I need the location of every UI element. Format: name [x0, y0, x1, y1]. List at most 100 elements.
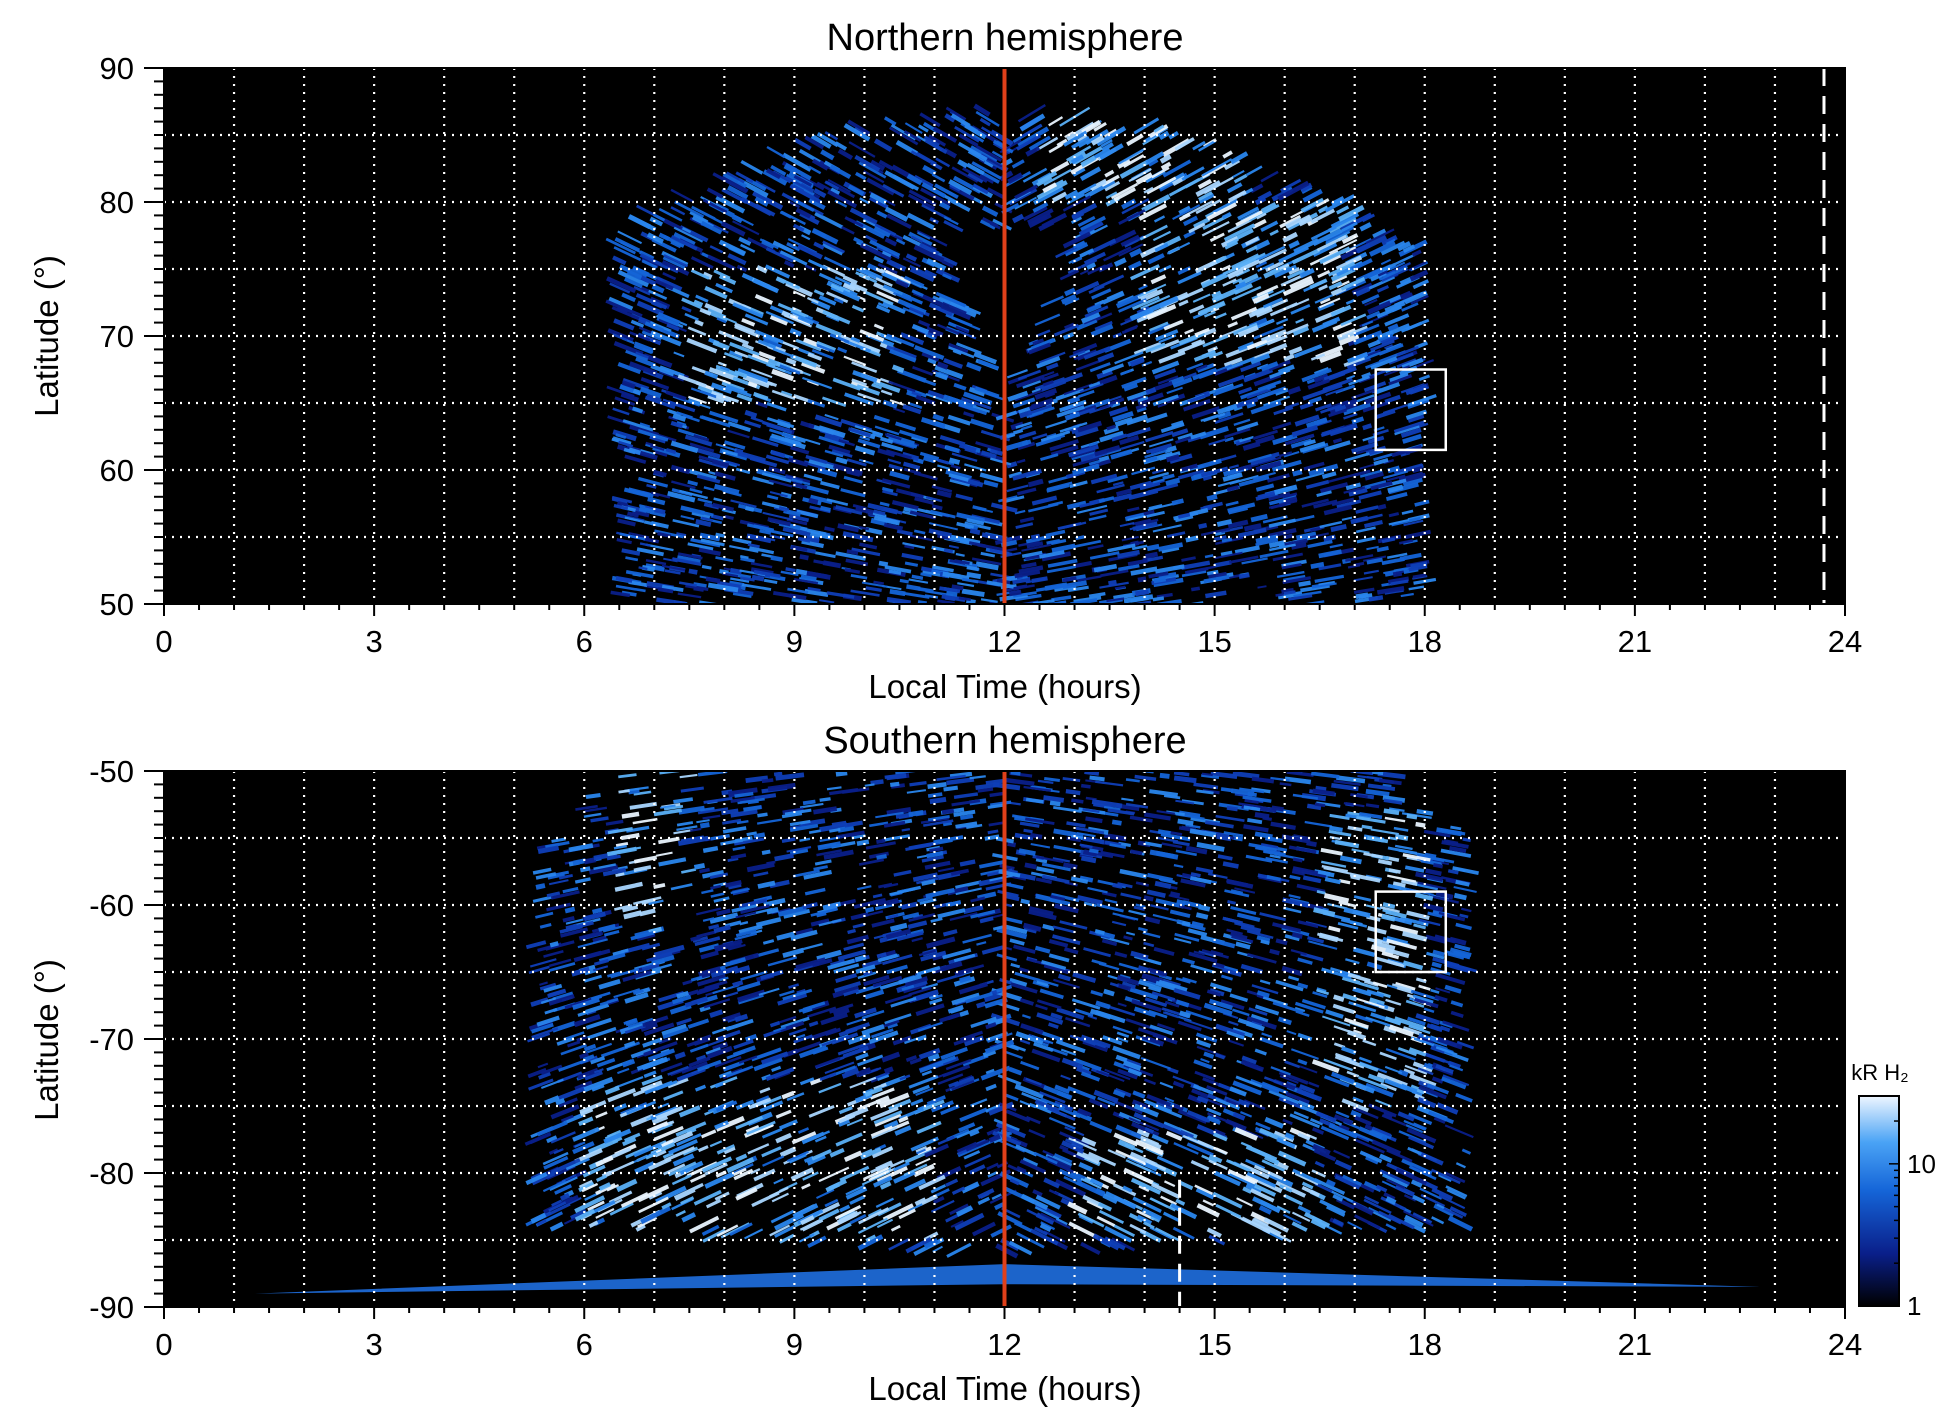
emission-streak [1372, 981, 1388, 989]
emission-streak [848, 141, 876, 158]
emission-streak [587, 1200, 605, 1212]
emission-streak [1411, 249, 1422, 257]
emission-streak [1255, 434, 1275, 445]
emission-streak [1391, 916, 1413, 925]
emission-streak [1094, 320, 1113, 331]
emission-streak [1346, 374, 1356, 380]
emission-streak [785, 567, 796, 573]
emission-streak [833, 1007, 850, 1017]
emission-streak [854, 154, 881, 172]
emission-streak [1039, 550, 1065, 559]
emission-streak [1160, 878, 1178, 885]
emission-streak [1121, 981, 1136, 990]
emission-streak [987, 803, 1004, 809]
emission-streak [1367, 300, 1392, 315]
emission-streak [583, 1043, 597, 1052]
emission-streak [696, 987, 712, 996]
emission-streak [964, 521, 991, 531]
emission-streak [894, 1125, 912, 1136]
emission-streak [1397, 1046, 1417, 1057]
emission-streak [945, 106, 967, 121]
emission-streak [1116, 1036, 1129, 1043]
emission-streak [1008, 589, 1022, 597]
emission-streak [1152, 1104, 1183, 1119]
emission-streak [1023, 922, 1042, 932]
emission-streak [880, 389, 893, 396]
emission-streak [876, 246, 900, 260]
emission-streak [952, 349, 962, 356]
emission-streak [1193, 350, 1217, 362]
emission-streak [949, 534, 981, 545]
emission-streak [898, 1107, 925, 1121]
emission-streak [930, 1199, 955, 1213]
emission-streak [1364, 299, 1378, 307]
emission-streak [869, 1087, 895, 1100]
emission-streak [851, 547, 881, 557]
emission-streak [676, 990, 690, 999]
emission-streak [611, 306, 640, 321]
emission-streak [867, 1208, 883, 1218]
emission-streak [1418, 1085, 1447, 1100]
emission-streak [918, 1174, 946, 1191]
emission-streak [865, 1234, 877, 1243]
emission-streak [941, 260, 955, 269]
emission-streak [838, 333, 864, 348]
emission-streak [766, 416, 795, 429]
emission-streak [932, 126, 958, 143]
emission-streak [1072, 971, 1097, 983]
emission-streak [715, 556, 734, 563]
emission-streak [888, 380, 916, 393]
emission-streak [1284, 1060, 1301, 1069]
emission-streak [816, 343, 835, 354]
emission-streak [700, 220, 723, 235]
emission-streak [1282, 576, 1312, 585]
emission-streak [735, 171, 754, 184]
emission-streak [1089, 1120, 1113, 1134]
emission-streak [1135, 589, 1149, 597]
emission-streak [927, 1053, 940, 1062]
emission-streak [1125, 1159, 1152, 1173]
emission-streak [1301, 1185, 1320, 1198]
emission-streak [1237, 206, 1260, 221]
emission-streak [1208, 438, 1227, 446]
emission-streak [1355, 235, 1388, 254]
emission-streak [798, 148, 825, 166]
emission-streak [1025, 797, 1044, 804]
emission-streak [731, 214, 743, 224]
emission-streak [613, 844, 627, 850]
emission-streak [1434, 994, 1448, 1003]
emission-streak [1254, 195, 1267, 206]
emission-streak [766, 423, 793, 435]
emission-streak [1059, 1144, 1069, 1152]
emission-streak [704, 285, 728, 300]
emission-streak [1115, 1054, 1128, 1063]
emission-streak [686, 1039, 701, 1048]
emission-streak [1111, 1237, 1136, 1252]
emission-streak [537, 1062, 549, 1069]
emission-streak [951, 1186, 966, 1196]
emission-streak [1323, 367, 1352, 381]
emission-streak [1203, 327, 1217, 336]
emission-streak [930, 1184, 947, 1194]
emission-streak [524, 1131, 552, 1146]
emission-streak [734, 350, 749, 359]
emission-streak [888, 1098, 912, 1111]
emission-streak [961, 577, 979, 584]
emission-streak [989, 448, 1004, 456]
emission-streak [1189, 876, 1212, 885]
emission-streak [950, 113, 971, 128]
emission-streak [1252, 471, 1276, 480]
emission-streak [663, 254, 689, 268]
emission-streak [558, 1058, 589, 1072]
emission-streak [989, 874, 1013, 882]
emission-streak [1313, 373, 1329, 383]
emission-streak [1163, 794, 1181, 800]
emission-streak [1006, 461, 1018, 469]
emission-streak [634, 1161, 655, 1174]
emission-streak [1222, 278, 1237, 287]
emission-streak [945, 1058, 972, 1071]
emission-streak [782, 988, 813, 1001]
emission-streak [1261, 1159, 1286, 1172]
emission-streak [1226, 485, 1240, 492]
emission-streak [884, 433, 902, 441]
